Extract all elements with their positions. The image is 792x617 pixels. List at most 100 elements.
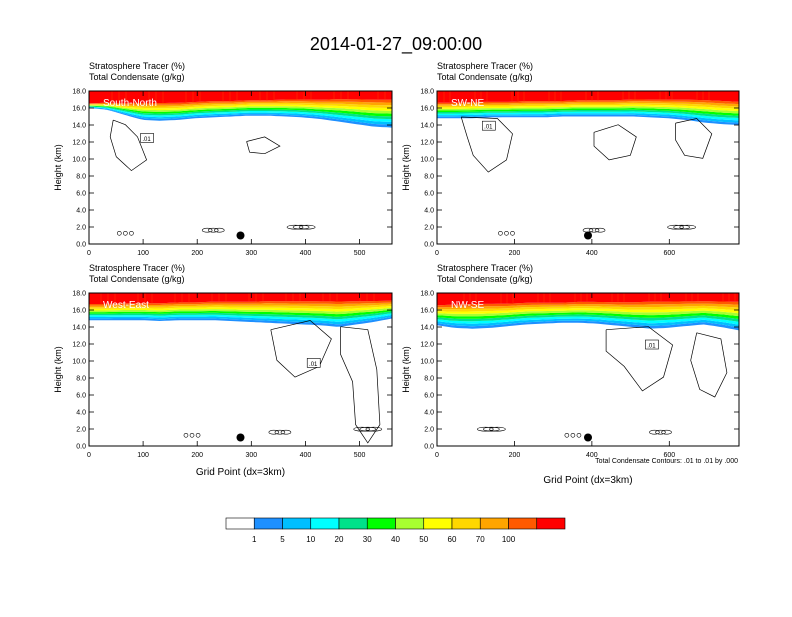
condensate-contour	[460, 116, 513, 173]
y-tick-label: 8.0	[76, 174, 86, 181]
x-tick-label: 100	[137, 452, 149, 459]
y-tick-label: 14.0	[72, 325, 86, 332]
y-tick-label: 16.0	[420, 106, 434, 113]
tracer-band-6	[89, 307, 392, 315]
tracer-band-5	[437, 108, 739, 116]
colorbar-cell	[338, 517, 368, 530]
x-tick-label: 200	[191, 452, 203, 459]
tracer-field	[437, 293, 739, 438]
y-tick-label: 6.0	[424, 191, 434, 198]
colorbar-cell	[536, 517, 566, 530]
condensate-contour-small	[123, 230, 128, 236]
tracer-band-11	[89, 91, 392, 104]
tracer-band-5	[89, 105, 392, 117]
panel-header-tracer: Stratosphere Tracer (%)	[89, 263, 185, 273]
x-tick-label: 200	[191, 250, 203, 257]
y-tick-label: 14.0	[420, 325, 434, 332]
condensate-contour-small	[268, 429, 280, 435]
tracer-band-7	[437, 308, 739, 314]
y-tick-label: 6.0	[76, 191, 86, 198]
tracer-band-11	[437, 91, 739, 103]
condensate-contour	[690, 332, 728, 398]
panel-header-condensate: Total Condensate (g/kg)	[89, 274, 185, 284]
condensate-contour-small	[504, 230, 509, 236]
plot-frame	[436, 90, 740, 245]
tracer-band-9	[89, 101, 392, 107]
x-tick-label: 400	[300, 452, 312, 459]
tracer-band-8	[437, 305, 739, 312]
plot-frame	[88, 90, 393, 245]
condensate-contour-small	[292, 224, 310, 230]
y-tick-label: 18.0	[420, 291, 434, 298]
condensate-contour	[593, 124, 637, 161]
tracer-band-2	[89, 314, 392, 325]
tracer-band-8	[89, 102, 392, 109]
condensate-contour-small	[673, 224, 690, 230]
y-tick-label: 0.0	[424, 444, 434, 451]
location-marker	[584, 231, 592, 240]
tracer-band-9	[89, 302, 392, 308]
panel-south-north: Stratosphere Tracer (%)Total Condensate …	[53, 61, 393, 257]
condensate-contour-small	[649, 429, 660, 435]
y-tick-label: 0.0	[76, 242, 86, 249]
tracer-band-7	[437, 104, 739, 112]
panel-label: NW-SE	[451, 300, 484, 311]
condensate-contour-small	[679, 224, 696, 230]
colorbar-cell	[282, 517, 312, 530]
tracer-band-8	[89, 304, 392, 310]
condensate-contour-small	[576, 432, 582, 438]
y-tick-label: 2.0	[424, 427, 434, 434]
y-tick-label: 4.0	[76, 410, 86, 417]
tracer-band-11	[89, 293, 392, 304]
tracer-band-6	[89, 105, 392, 114]
y-axis-title: Height (km)	[53, 144, 63, 191]
y-tick-label: 12.0	[420, 342, 434, 349]
condensate-contour-small	[365, 426, 383, 432]
tracer-field	[89, 91, 392, 236]
condensate-contour-small	[564, 432, 570, 438]
colorbar-label: 40	[391, 535, 400, 544]
y-tick-label: 4.0	[424, 208, 434, 215]
y-tick-label: 12.0	[72, 342, 86, 349]
colorbar-label: 100	[502, 535, 516, 544]
contour-label-box	[482, 120, 496, 131]
colorbar-cell	[310, 517, 340, 530]
y-tick-label: 0.0	[424, 242, 434, 249]
condensate-contour-small	[183, 432, 189, 438]
x-tick-label: 0	[435, 452, 439, 459]
colorbar-cell	[479, 517, 509, 530]
x-tick-label: 600	[663, 250, 675, 257]
x-tick-label: 500	[354, 452, 366, 459]
tracer-band-9	[437, 303, 739, 310]
panel-nw-se: Stratosphere Tracer (%)Total Condensate …	[401, 263, 740, 486]
y-tick-label: 10.0	[72, 157, 86, 164]
colorbar-label: 20	[335, 535, 344, 544]
tracer-band-6	[437, 310, 739, 317]
y-tick-label: 12.0	[72, 140, 86, 147]
y-tick-label: 16.0	[72, 308, 86, 315]
colorbar-cell	[366, 517, 396, 530]
y-tick-label: 14.0	[420, 123, 434, 130]
colorbar-cell	[253, 517, 283, 530]
condensate-contour-small	[286, 224, 304, 230]
colorbar-label: 70	[476, 535, 485, 544]
condensate-contour-small	[189, 432, 195, 438]
colorbar-cell	[395, 517, 425, 530]
y-axis-title: Height (km)	[401, 346, 411, 393]
tracer-band-4	[437, 109, 739, 118]
condensate-contour-small	[667, 224, 684, 230]
condensate-contour-small	[570, 432, 576, 438]
tracer-band-10	[89, 300, 392, 306]
contour-label-box	[306, 358, 321, 368]
y-tick-label: 8.0	[76, 376, 86, 383]
colorbar-cell	[225, 517, 255, 530]
condensate-contour	[340, 326, 381, 444]
panel-label: South-North	[103, 98, 157, 109]
x-tick-label: 100	[137, 250, 149, 257]
location-marker	[584, 433, 592, 442]
tracer-band-5	[89, 309, 392, 317]
contour-label: .01	[309, 362, 318, 368]
tracer-band-1	[89, 316, 392, 327]
